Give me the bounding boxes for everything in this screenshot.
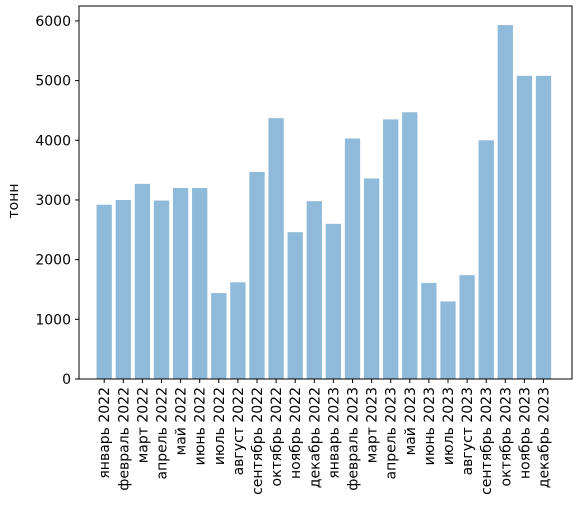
x-tick-label: июнь 2023: [422, 387, 438, 465]
bar-22: [497, 25, 513, 379]
x-tick-label: октябрь 2023: [498, 387, 514, 486]
bar-17: [402, 112, 418, 379]
y-axis: 0 1000 2000 3000 4000 5000 6000: [35, 14, 79, 388]
bar-6: [192, 188, 208, 379]
y-tick-label: 0: [62, 372, 71, 388]
bar-4: [153, 200, 170, 379]
bar-2: [115, 199, 131, 379]
x-tick-label: февраль 2022: [116, 387, 132, 491]
y-tick-label: 6000: [35, 14, 71, 30]
bar-3: [134, 183, 151, 379]
bar-10: [268, 118, 284, 379]
y-tick-label: 3000: [35, 193, 71, 209]
y-tick-label: 5000: [35, 74, 71, 90]
x-tick-label: февраль 2023: [346, 387, 362, 491]
y-tick-label: 4000: [35, 133, 71, 149]
bar-12: [306, 201, 322, 379]
bar-19: [440, 301, 456, 379]
x-tick-label: апрель 2022: [155, 387, 171, 480]
bar-21: [478, 140, 494, 379]
bar-1: [96, 204, 112, 379]
plot-frame: [78, 5, 573, 380]
x-tick-label: январь 2023: [326, 387, 342, 479]
x-tick-label: май 2022: [174, 387, 190, 455]
x-tick-label: июль 2023: [441, 387, 457, 465]
bar-18: [421, 282, 437, 379]
bar-23: [516, 75, 533, 379]
bar-15: [363, 178, 380, 379]
x-tick-label: март 2023: [365, 387, 381, 463]
y-tick-label: 2000: [35, 253, 71, 269]
x-tick-label: август 2023: [460, 387, 476, 475]
bars-group: [96, 25, 552, 379]
x-tick-label: декабрь 2022: [307, 387, 323, 488]
bar-7: [211, 293, 227, 379]
x-tick-label: июнь 2022: [193, 387, 209, 465]
y-tick-label: 1000: [35, 312, 71, 328]
x-tick-label: декабрь 2023: [537, 387, 553, 488]
bar-5: [172, 188, 189, 379]
bar-20: [459, 275, 475, 379]
bar-24: [535, 75, 552, 379]
x-tick-label: ноябрь 2022: [288, 387, 304, 479]
x-tick-label: сентябрь 2023: [479, 387, 495, 495]
x-tick-label: сентябрь 2022: [250, 387, 266, 495]
x-tick-label: август 2022: [231, 387, 247, 475]
x-tick-label: ноябрь 2023: [517, 387, 533, 479]
y-axis-label: тонн: [6, 183, 22, 218]
x-tick-label: июль 2022: [212, 387, 228, 465]
bar-8: [230, 282, 246, 379]
x-tick-label: май 2023: [403, 387, 419, 455]
x-tick-label: апрель 2023: [384, 387, 400, 480]
bar-11: [287, 232, 303, 379]
x-tick-label: октябрь 2022: [269, 387, 285, 486]
x-axis: январь 2022 февраль 2022 март 2022 апрель 2…: [97, 379, 553, 495]
plot-border: [78, 5, 573, 380]
bar-9: [249, 171, 265, 379]
bar-16: [383, 119, 399, 379]
x-tick-label: март 2022: [135, 387, 151, 463]
x-tick-label: январь 2022: [97, 387, 113, 479]
bar-13: [325, 223, 342, 379]
bar-14: [344, 138, 361, 379]
